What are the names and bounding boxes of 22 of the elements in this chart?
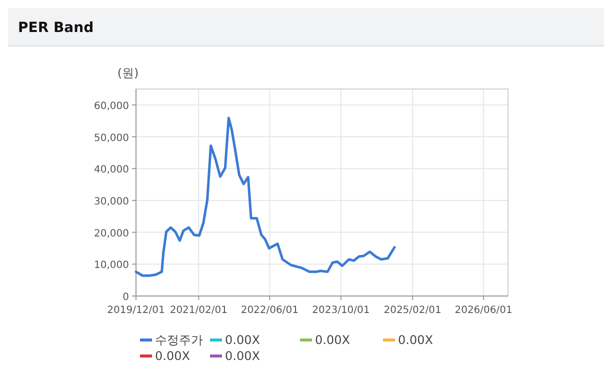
x-tick-label: 2021/02/01 xyxy=(170,305,228,316)
y-tick-label: 10,000 xyxy=(94,260,129,272)
x-tick-label: 2025/02/01 xyxy=(384,305,442,316)
y-tick-label: 20,000 xyxy=(94,228,129,240)
y-tick-label: 40,000 xyxy=(94,164,129,176)
y-tick-label: 60,000 xyxy=(94,100,129,112)
legend-label: 0.00X xyxy=(225,349,260,363)
y-tick-label: 50,000 xyxy=(94,132,129,144)
legend-label: 0.00X xyxy=(398,333,433,347)
legend-label: 수정주가 xyxy=(155,333,203,347)
x-tick-label: 2026/06/01 xyxy=(454,305,512,316)
y-axis-title: (원) xyxy=(117,66,139,80)
x-tick-label: 2023/10/01 xyxy=(312,305,370,316)
y-tick-label: 0 xyxy=(122,292,129,303)
legend-label: 0.00X xyxy=(315,333,350,347)
x-tick-label: 2019/12/01 xyxy=(107,305,165,316)
legend-label: 0.00X xyxy=(225,333,260,347)
y-tick-label: 30,000 xyxy=(94,196,129,208)
legend-label: 0.00X xyxy=(155,349,190,363)
line-series xyxy=(134,116,396,277)
chart-title: PER Band xyxy=(18,20,94,36)
x-tick-label: 2022/06/01 xyxy=(240,305,298,316)
